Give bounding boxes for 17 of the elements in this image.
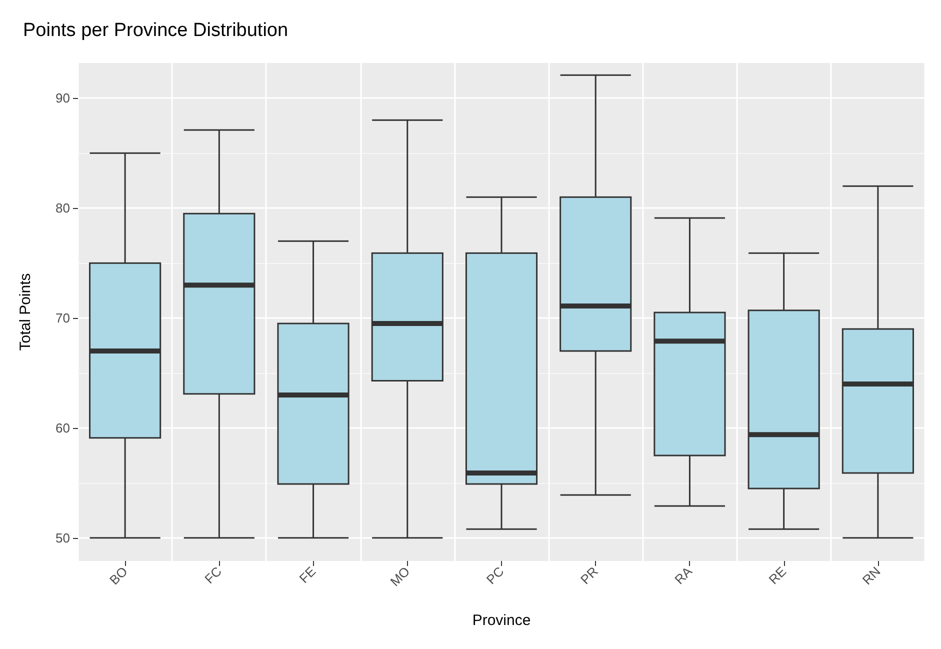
x-tick-label: RN — [859, 564, 884, 588]
y-tick-label: 80 — [56, 200, 70, 216]
x-tick-label: RA — [672, 563, 696, 588]
x-tick-label: PC — [483, 564, 507, 588]
x-tick-label: BO — [106, 564, 130, 588]
y-tick-label: 90 — [56, 90, 70, 106]
y-tick-label: 50 — [56, 530, 70, 546]
x-tick-label: RE — [766, 563, 790, 588]
x-tick-label: FE — [296, 563, 319, 586]
x-tick-label: MO — [387, 564, 413, 590]
y-tick-label: 60 — [56, 420, 70, 436]
y-tick-label: 70 — [56, 310, 70, 326]
chart-title: Points per Province Distribution — [23, 20, 288, 41]
x-tick-label: PR — [578, 564, 601, 588]
y-axis-title: Total Points — [17, 273, 34, 351]
x-axis-title: Province — [472, 612, 531, 629]
x-tick-label: FC — [202, 564, 224, 587]
